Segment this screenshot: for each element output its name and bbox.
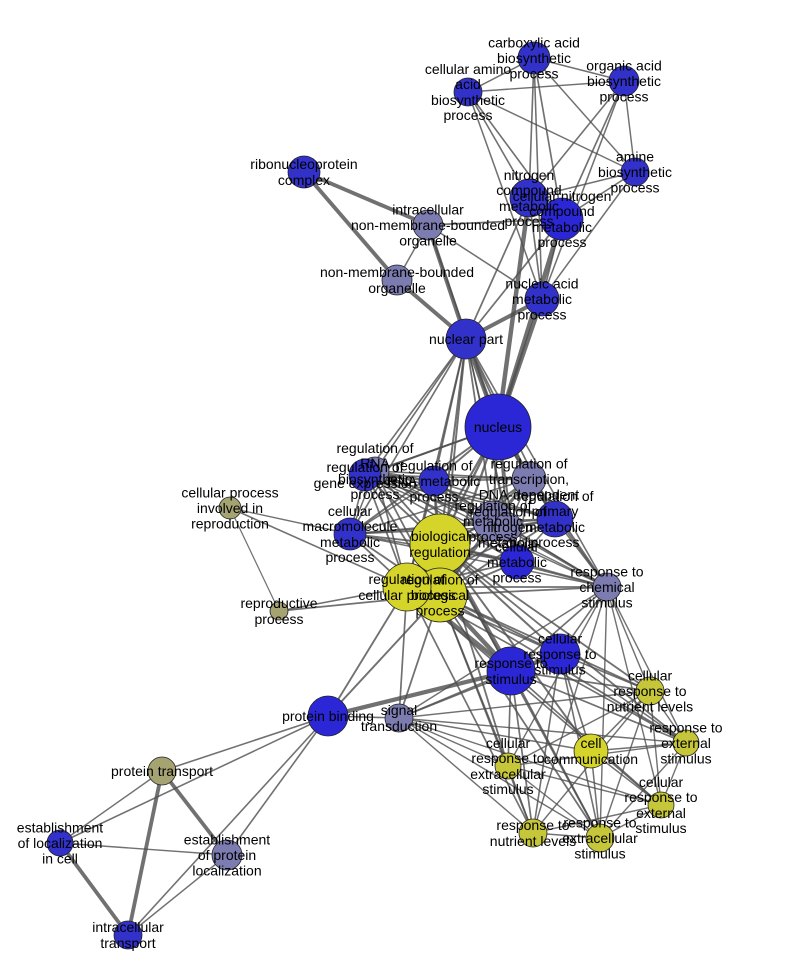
svg-text:transcription,: transcription, xyxy=(489,471,569,487)
svg-text:reproduction: reproduction xyxy=(191,516,269,532)
svg-text:metabolic: metabolic xyxy=(320,534,380,550)
svg-text:extracellular: extracellular xyxy=(470,766,546,782)
svg-text:RNA metabolic: RNA metabolic xyxy=(388,473,481,489)
svg-text:process: process xyxy=(492,570,541,586)
svg-text:signal: signal xyxy=(381,702,418,718)
svg-text:regulation of: regulation of xyxy=(336,440,413,456)
svg-text:cell: cell xyxy=(580,735,601,751)
svg-text:stimulus: stimulus xyxy=(635,820,686,836)
svg-text:process: process xyxy=(537,234,586,250)
svg-text:stimulus: stimulus xyxy=(482,781,533,797)
svg-text:response to: response to xyxy=(613,683,686,699)
svg-text:intracellular: intracellular xyxy=(92,919,164,935)
svg-text:non-membrane-bounded: non-membrane-bounded xyxy=(320,264,474,280)
svg-text:response to: response to xyxy=(649,720,722,736)
svg-text:process: process xyxy=(599,89,648,105)
svg-text:cellular: cellular xyxy=(486,735,531,751)
svg-text:biosynthetic: biosynthetic xyxy=(598,164,672,180)
svg-text:stimulus: stimulus xyxy=(534,662,585,678)
svg-text:stimulus: stimulus xyxy=(660,751,711,767)
svg-text:cellular nitrogen: cellular nitrogen xyxy=(513,188,612,204)
svg-text:acid: acid xyxy=(455,76,481,92)
svg-text:nucleic acid: nucleic acid xyxy=(505,276,578,292)
svg-text:nucleus: nucleus xyxy=(474,419,522,435)
svg-text:process: process xyxy=(325,549,374,565)
svg-text:compound: compound xyxy=(529,203,594,219)
svg-text:nuclear part: nuclear part xyxy=(429,331,503,347)
svg-text:non-membrane-bounded: non-membrane-bounded xyxy=(351,217,505,233)
svg-text:extracellular: extracellular xyxy=(562,830,638,846)
svg-text:process: process xyxy=(415,603,464,619)
svg-text:transport: transport xyxy=(100,935,155,951)
svg-text:response to: response to xyxy=(570,564,643,580)
svg-text:cellular process: cellular process xyxy=(358,587,455,603)
svg-text:metabolic: metabolic xyxy=(525,519,585,535)
svg-text:regulation of: regulation of xyxy=(469,504,546,520)
svg-text:establishment: establishment xyxy=(184,832,270,848)
svg-text:external: external xyxy=(636,805,686,821)
svg-text:nutrient levels: nutrient levels xyxy=(607,699,693,715)
svg-text:response to: response to xyxy=(624,789,697,805)
svg-text:external: external xyxy=(661,735,711,751)
svg-text:nitrogen: nitrogen xyxy=(504,167,555,183)
svg-text:of localization: of localization xyxy=(18,835,103,851)
svg-text:complex: complex xyxy=(278,172,330,188)
svg-text:amine: amine xyxy=(616,149,654,165)
svg-text:biosynthetic: biosynthetic xyxy=(431,92,505,108)
svg-text:cellular: cellular xyxy=(328,503,373,519)
svg-text:organelle: organelle xyxy=(368,280,426,296)
svg-text:reproductive: reproductive xyxy=(240,595,317,611)
svg-text:process: process xyxy=(509,66,558,82)
svg-text:cellular: cellular xyxy=(495,539,540,555)
svg-text:stimulus: stimulus xyxy=(581,595,632,611)
svg-text:response to: response to xyxy=(496,817,569,833)
svg-text:organelle: organelle xyxy=(399,233,457,249)
svg-text:regulation of: regulation of xyxy=(368,571,445,587)
svg-text:macromolecule: macromolecule xyxy=(303,518,398,534)
svg-text:stimulus: stimulus xyxy=(485,671,536,687)
svg-text:cellular amino: cellular amino xyxy=(425,61,512,77)
svg-text:involved in: involved in xyxy=(197,500,263,516)
svg-text:intracellular: intracellular xyxy=(392,202,464,218)
svg-text:carboxylic acid: carboxylic acid xyxy=(488,35,580,51)
svg-text:biosynthetic: biosynthetic xyxy=(587,73,661,89)
svg-text:metabolic: metabolic xyxy=(487,554,547,570)
svg-text:biological: biological xyxy=(411,528,469,544)
svg-text:protein transport: protein transport xyxy=(111,763,213,779)
svg-text:regulation of: regulation of xyxy=(395,458,472,474)
svg-text:process: process xyxy=(610,180,659,196)
svg-text:response to: response to xyxy=(471,750,544,766)
svg-text:cellular process: cellular process xyxy=(181,485,278,501)
svg-text:cellular: cellular xyxy=(538,631,583,647)
svg-text:regulation of: regulation of xyxy=(490,456,567,472)
svg-text:communication: communication xyxy=(544,751,638,767)
svg-text:chemical: chemical xyxy=(579,579,634,595)
svg-text:nitrogen: nitrogen xyxy=(483,519,534,535)
svg-text:process: process xyxy=(517,307,566,323)
svg-text:response to: response to xyxy=(563,815,636,831)
svg-text:process: process xyxy=(254,611,303,627)
svg-text:response to: response to xyxy=(523,646,596,662)
svg-text:establishment: establishment xyxy=(17,820,103,836)
svg-text:cellular: cellular xyxy=(639,774,684,790)
svg-text:organic acid: organic acid xyxy=(586,58,662,74)
svg-text:process: process xyxy=(443,107,492,123)
svg-text:in cell: in cell xyxy=(42,851,78,867)
svg-text:localization: localization xyxy=(192,863,261,879)
svg-text:protein binding: protein binding xyxy=(282,708,374,724)
svg-text:regulation: regulation xyxy=(409,544,471,560)
svg-text:regulation of: regulation of xyxy=(516,488,593,504)
svg-text:cellular: cellular xyxy=(628,668,673,684)
svg-text:of protein: of protein xyxy=(198,847,256,863)
svg-text:ribonucleoprotein: ribonucleoprotein xyxy=(250,156,357,172)
svg-text:process: process xyxy=(409,489,458,505)
svg-text:metabolic: metabolic xyxy=(512,291,572,307)
svg-text:stimulus: stimulus xyxy=(574,846,625,862)
svg-text:metabolic: metabolic xyxy=(532,219,592,235)
